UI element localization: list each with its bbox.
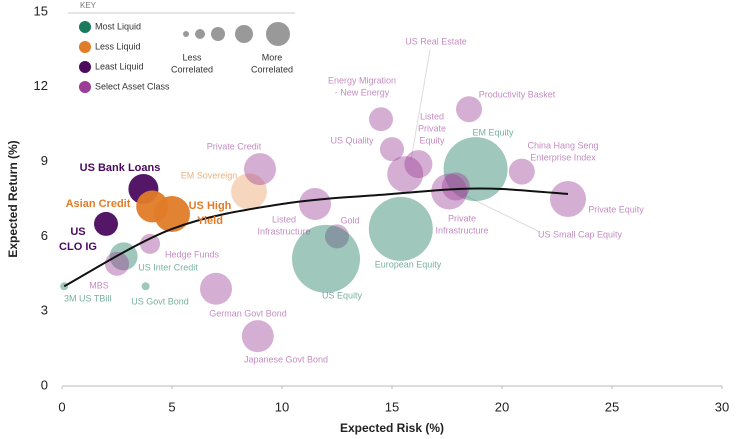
bubble [369, 107, 393, 132]
bubble [299, 187, 331, 220]
bubble [431, 173, 468, 210]
y-tick-label: 12 [34, 78, 48, 93]
bubble [441, 172, 470, 201]
legend-size-label: More [262, 52, 283, 62]
x-tick-label: 30 [715, 399, 729, 414]
x-tick-label: 5 [168, 399, 175, 414]
bubble-label: 3M US TBill [64, 293, 111, 303]
bubble-label: European Equity [375, 259, 442, 269]
bubble-label: Energy Migration [328, 75, 396, 85]
legend-title: KEY [80, 1, 97, 10]
y-tick-label: 3 [41, 303, 48, 318]
bubble-label: US [70, 226, 85, 238]
legend-size [183, 31, 189, 37]
bubble-label: Equity [419, 135, 445, 145]
y-tick-label: 15 [34, 3, 48, 18]
bubble-label: Private Credit [207, 141, 262, 151]
bubble [94, 211, 118, 236]
x-tick-label: 25 [605, 399, 619, 414]
bubble [244, 153, 276, 186]
bubble-label: Listed [272, 214, 296, 224]
leader-line [465, 195, 541, 233]
bubble-label: US Inter Credit [138, 262, 198, 272]
bubble-label: EM Sovereign [181, 170, 238, 180]
bubble-label: Private [448, 213, 476, 223]
bubble [550, 181, 586, 217]
legend-label: Select Asset Class [95, 81, 170, 91]
x-tick-label: 10 [275, 399, 289, 414]
bubble-label: China Hang Seng [527, 140, 598, 150]
bubble-label: US Equity [322, 290, 363, 300]
legend-swatch [79, 61, 91, 73]
x-tick-label: 15 [385, 399, 399, 414]
legend-size-label: Correlated [251, 64, 293, 74]
bubble [292, 224, 360, 293]
bubble [456, 96, 482, 123]
bubble-label: Private Equity [588, 204, 644, 214]
bubble [105, 251, 129, 276]
legend-swatch [79, 21, 91, 33]
x-tick-label: 0 [58, 399, 65, 414]
bubble-label: Enterprise Index [530, 152, 596, 162]
legend-size-label: Less [182, 52, 202, 62]
bubble-label: MBS [89, 280, 109, 290]
bubble-label: Infrastructure [257, 226, 310, 236]
legend-label: Most Liquid [95, 21, 141, 31]
x-tick-label: 20 [495, 399, 509, 414]
bubble [325, 224, 349, 249]
bubble-label: Productivity Basket [479, 89, 556, 99]
legend-size [266, 22, 290, 46]
bubble-label: Gold [340, 215, 359, 225]
bubble-label: German Govt Bond [209, 308, 287, 318]
bubble [443, 137, 508, 202]
bubble-label: Private [418, 123, 446, 133]
legend-label: Less Liquid [95, 41, 141, 51]
bubble [140, 233, 160, 254]
bubble [200, 272, 232, 305]
bubble-label: Hedge Funds [165, 249, 220, 259]
bubble [231, 173, 267, 210]
bubble-label: US Bank Loans [80, 162, 161, 174]
bubble [387, 156, 424, 193]
bubble-label: US Quality [330, 135, 374, 145]
bubble-label: US Small Cap Equity [538, 229, 623, 239]
legend-swatch [79, 81, 91, 93]
legend-size [235, 25, 253, 43]
legend-size [211, 27, 225, 41]
leader-line [410, 49, 431, 161]
bubble-label: Infrastructure [435, 225, 488, 235]
bubble-label: Listed [420, 111, 444, 121]
bubble-label: Yield [197, 215, 223, 227]
legend-label: Least Liquid [95, 61, 144, 71]
y-tick-label: 6 [41, 228, 48, 243]
y-axis-title: Expected Return (%) [6, 140, 20, 257]
bubble [404, 150, 433, 179]
bubble-label: Asian Credit [66, 198, 131, 210]
bubble [508, 158, 535, 185]
bubble-label: US Govt Bond [131, 296, 189, 306]
y-tick-label: 0 [41, 377, 48, 392]
bubble-label: US High [189, 200, 232, 212]
bubble [141, 282, 150, 291]
bubble-label: CLO IG [59, 241, 97, 253]
y-tick-label: 9 [41, 153, 48, 168]
legend-swatch [79, 41, 91, 53]
bubble-label: US Real Estate [405, 36, 467, 46]
bubble [154, 195, 190, 232]
bubble-label: EM Equity [472, 127, 514, 137]
x-axis-title: Expected Risk (%) [340, 421, 444, 435]
bubble [241, 320, 274, 353]
bubble [368, 196, 433, 261]
trend-curve [63, 187, 569, 288]
bubble-label: - New Energy [335, 87, 390, 97]
bubble [380, 137, 404, 162]
legend-size [195, 29, 205, 39]
bubble-label: Japanese Govt Bond [244, 354, 328, 364]
legend-size-label: Correlated [171, 64, 213, 74]
